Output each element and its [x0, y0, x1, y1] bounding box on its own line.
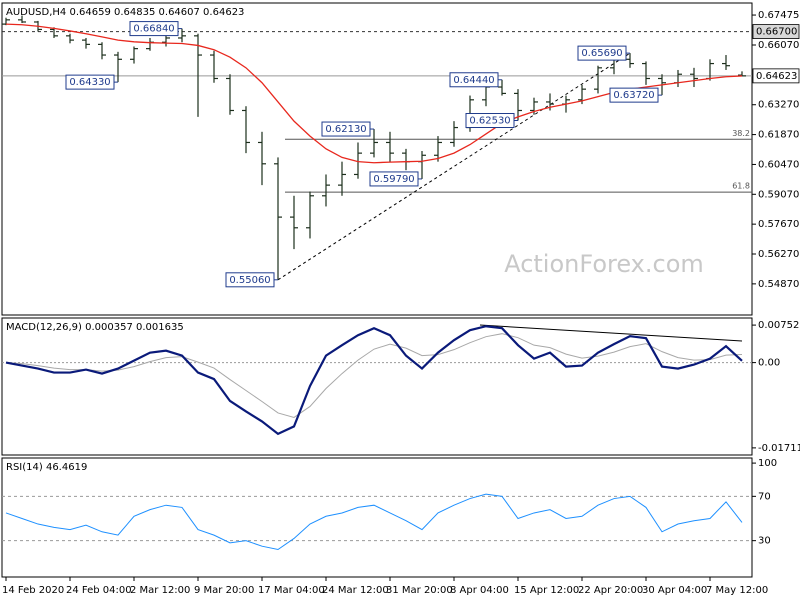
annotation-label: 0.66840: [133, 24, 174, 35]
y-tick-label: 100: [758, 458, 777, 469]
y-tick-label: 0.63270: [758, 100, 799, 111]
level-label-box: [752, 68, 800, 84]
macd-trendline: [479, 324, 743, 342]
x-tick-label: 8 Apr 04:00: [450, 585, 509, 596]
annotation-label: 0.55060: [229, 275, 270, 286]
level-label: 0.64623: [756, 71, 797, 82]
x-tick-label: 24 Feb 04:00: [66, 585, 132, 596]
trendline: [277, 52, 631, 281]
panel-title: AUDUSD,H4 0.64659 0.64835 0.64607 0.6462…: [6, 7, 244, 18]
x-tick-label: 9 Mar 20:00: [194, 585, 254, 596]
x-tick-label: 22 Apr 20:00: [578, 585, 643, 596]
series-line: [5, 325, 743, 436]
annotation-label: 0.64440: [453, 75, 494, 86]
annotation-label: 0.63720: [613, 90, 654, 101]
panel-title: RSI(14) 46.4619: [6, 462, 87, 473]
level-label: 0.66700: [756, 27, 797, 38]
y-tick-label: 0.007526: [758, 320, 800, 331]
y-tick-label: 0.54870: [758, 279, 799, 290]
x-tick-label: 31 Mar 20:00: [386, 585, 453, 596]
x-tick-label: 17 Mar 04:00: [258, 585, 325, 596]
y-tick-label: 0.59070: [758, 189, 799, 200]
price-panel: [1, 2, 753, 316]
watermark: ActionForex.com: [504, 250, 704, 278]
y-tick-label: 0.67475: [758, 10, 799, 21]
level-label-box: [752, 24, 800, 39]
y-tick-label: 0.00: [758, 358, 780, 369]
annotation-label: 0.64330: [69, 77, 110, 88]
y-tick-label: 0.61870: [758, 130, 799, 141]
y-tick-label: 70: [758, 491, 771, 502]
x-tick-label: 24 Mar 12:00: [322, 585, 389, 596]
x-tick-label: 30 Apr 04:00: [642, 585, 707, 596]
rsi-panel: [1, 457, 753, 578]
x-tick-label: 2 Mar 12:00: [130, 585, 190, 596]
y-tick-label: 0.56270: [758, 249, 799, 260]
x-tick-label: 15 Apr 12:00: [514, 585, 579, 596]
annotation-label: 0.62130: [325, 124, 366, 135]
y-tick-label: 0.66070: [758, 40, 799, 51]
y-tick-label: 0.57670: [758, 219, 799, 230]
y-tick-label: 30: [758, 536, 771, 547]
annotation-label: 0.59790: [373, 174, 414, 185]
x-tick-label: 7 May 12:00: [706, 585, 768, 596]
fib-label: 61.8: [732, 182, 750, 191]
y-tick-label: 0.60470: [758, 159, 799, 170]
annotation-label: 0.65690: [581, 48, 622, 59]
panel-title: MACD(12,26,9) 0.000357 0.001635: [6, 322, 184, 333]
annotation-label: 0.62530: [469, 116, 510, 127]
x-tick-label: 14 Feb 2020: [2, 585, 64, 596]
series-line: [5, 333, 743, 418]
macd-panel: [1, 317, 753, 456]
y-tick-label: -0.017112: [758, 443, 800, 454]
fib-label: 38.2: [732, 129, 750, 138]
series-line: [5, 493, 743, 551]
